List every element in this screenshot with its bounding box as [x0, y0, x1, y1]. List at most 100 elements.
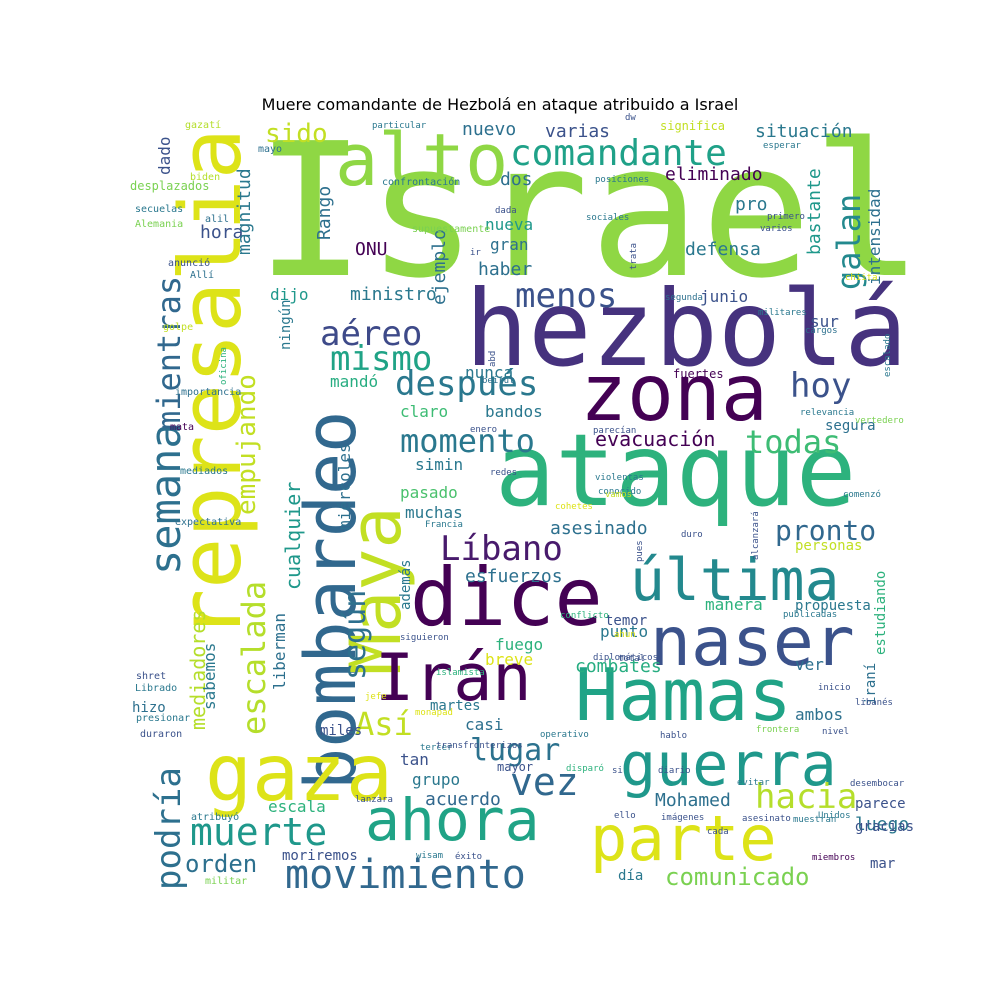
cloud-word: posiciones — [595, 175, 649, 185]
cloud-word: ejemplo — [429, 229, 450, 305]
cloud-word: violentas — [595, 473, 644, 483]
cloud-word: galan — [830, 194, 868, 290]
cloud-word: alil — [205, 214, 229, 225]
cloud-word: islamista — [436, 668, 485, 678]
cloud-word: jefe — [365, 692, 387, 702]
cloud-word: disparó — [566, 763, 604, 774]
cloud-word: nunca — [465, 363, 513, 382]
cloud-word: momento — [400, 422, 535, 460]
cloud-word: varios — [760, 224, 793, 234]
cloud-word: supuestamente — [412, 224, 490, 235]
cloud-word: siguieron — [400, 633, 449, 643]
cloud-word: gaza — [205, 729, 393, 819]
cloud-word: sabemos — [200, 643, 219, 710]
cloud-word: después — [395, 364, 538, 404]
cloud-word: segura — [825, 418, 876, 434]
cloud-word: shret — [136, 671, 166, 682]
cloud-word: alto — [335, 118, 508, 202]
cloud-word: redes — [490, 468, 517, 478]
cloud-word: diario — [658, 766, 691, 776]
cloud-word: varias — [545, 121, 610, 142]
cloud-word: particular — [372, 121, 427, 131]
cloud-word: según — [338, 590, 373, 680]
cloud-word: enero — [470, 425, 497, 435]
cloud-word: nivel — [822, 727, 849, 737]
cloud-word: comunicado — [665, 863, 810, 891]
cloud-word: Líbano — [440, 529, 563, 569]
cloud-word: gran — [490, 235, 529, 254]
cloud-word: escalado — [883, 334, 893, 377]
cloud-word: mata — [170, 422, 194, 433]
cloud-word: hacia — [755, 777, 857, 817]
cloud-word: pasado — [400, 483, 458, 502]
cloud-word: abd — [488, 351, 498, 367]
cloud-word: nuevo — [462, 119, 516, 140]
cloud-word: dice — [410, 551, 603, 644]
cloud-word: última — [630, 546, 840, 614]
cloud-word: mientras — [150, 276, 188, 430]
cloud-word: expectativa — [175, 517, 241, 528]
cloud-word: simin — [415, 455, 463, 474]
cloud-word: moriremos — [282, 848, 358, 864]
cloud-word: libanés — [855, 697, 893, 708]
cloud-word: empujando — [232, 374, 262, 515]
cloud-word: operativo — [540, 730, 589, 740]
cloud-word: evitar — [737, 778, 770, 788]
cloud-word: estudiando — [873, 571, 889, 655]
cloud-word: dijo — [270, 285, 309, 304]
cloud-word: conocido — [598, 487, 641, 497]
cloud-word: combates — [575, 656, 662, 677]
cloud-word: diplomáticos — [593, 653, 658, 663]
cloud-word: esperar — [763, 141, 802, 151]
cloud-word: parece — [855, 796, 906, 812]
cloud-word: trata — [629, 243, 639, 270]
cloud-word: hora — [200, 222, 243, 243]
cloud-word: dada — [495, 206, 517, 216]
cloud-word: secuelas — [135, 204, 183, 215]
cloud-word: junio — [700, 287, 748, 306]
cloud-word: Hamas — [575, 653, 792, 737]
cloud-word: biden — [190, 172, 220, 183]
cloud-word: temor — [605, 613, 647, 629]
cloud-word: además — [398, 559, 414, 610]
cloud-word: asesinato — [742, 814, 791, 824]
cloud-word: dado — [155, 136, 174, 175]
cloud-word: militar — [205, 876, 247, 887]
cloud-word: mediados — [180, 466, 228, 477]
cloud-word: gazatí — [185, 119, 221, 131]
cloud-word: chiita — [845, 273, 878, 283]
cloud-word: mayo — [258, 144, 282, 155]
cloud-word: ONU — [355, 239, 388, 260]
cloud-word: sido — [265, 119, 328, 149]
cloud-word: sociales — [586, 213, 629, 223]
cloud-word: duro — [681, 530, 703, 540]
cloud-word: bastante — [804, 168, 825, 255]
cloud-word: tercer — [420, 743, 453, 753]
cloud-word: golpe — [163, 322, 193, 333]
cloud-word: lugar — [470, 733, 560, 768]
cloud-word: Librado — [135, 683, 177, 694]
cloud-word: defensa — [685, 239, 761, 260]
cloud-word: aéreo — [320, 314, 422, 354]
cloud-word: miembros — [812, 853, 855, 863]
cloud-word: Unidos — [818, 811, 851, 821]
cloud-word: sur — [810, 312, 839, 331]
cloud-word: asesinado — [550, 518, 648, 539]
cloud-word: luego — [855, 814, 909, 835]
cloud-word: Irán — [375, 641, 532, 716]
cloud-word: Alemania — [135, 219, 183, 230]
cloud-word: claro — [400, 402, 448, 421]
cloud-word: grupo — [412, 770, 460, 789]
cloud-word: pues — [635, 540, 645, 562]
cloud-word: inicio — [818, 683, 851, 693]
cloud-word: total — [618, 654, 645, 664]
cloud-word: breve — [485, 650, 533, 669]
cloud-word: ministro — [350, 284, 437, 305]
cloud-word: todas — [745, 423, 841, 461]
cloud-word: ello — [614, 811, 636, 821]
cloud-word: confrontación — [382, 176, 460, 188]
cloud-word: podría — [149, 767, 189, 890]
cloud-word: transfronterizos — [436, 741, 523, 751]
cloud-word: manera — [705, 595, 763, 614]
cloud-word: nueva — [485, 215, 533, 234]
